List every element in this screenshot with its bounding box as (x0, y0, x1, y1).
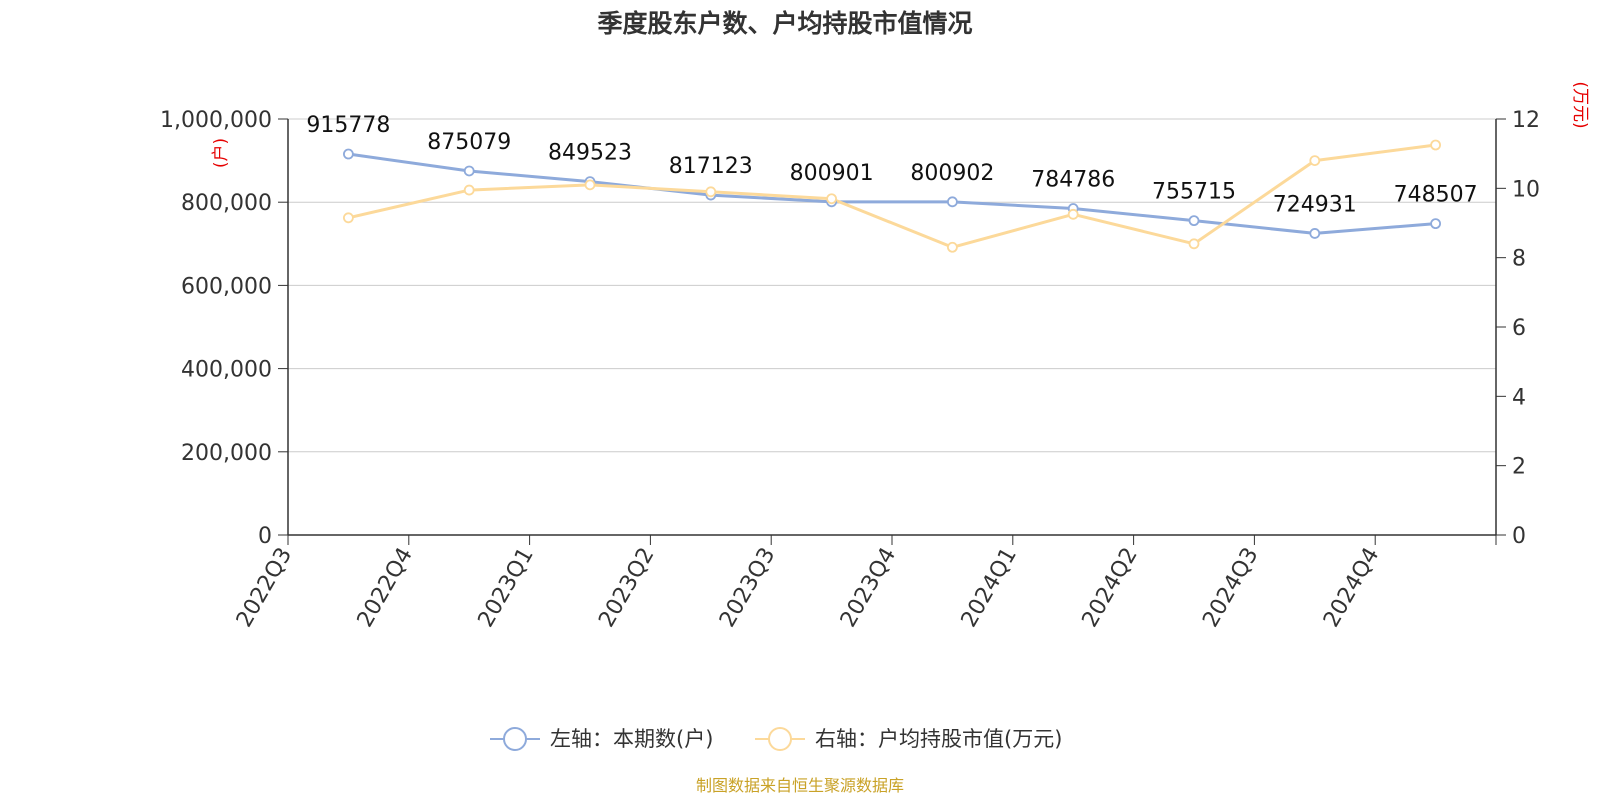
data-label: 755715 (1152, 180, 1236, 205)
right-axis-tick-label: 12 (1512, 108, 1540, 133)
series-point-left (342, 148, 354, 160)
data-label: 724931 (1273, 192, 1357, 217)
legend-label-left-series: 左轴：本期数(户) (550, 727, 713, 751)
left-axis-tick-label: 1,000,000 (160, 108, 272, 133)
right-axis-tick-label: 0 (1512, 524, 1526, 549)
left-axis-unit-label: (户) (211, 138, 231, 168)
left-axis-tick-label: 600,000 (181, 274, 272, 299)
legend-item-right-series[interactable]: 右轴：户均持股市值(万元) (755, 727, 1062, 751)
right-axis-tick-label: 4 (1512, 385, 1526, 410)
data-label: 748507 (1394, 183, 1478, 208)
series-point-right (463, 184, 475, 196)
data-label: 800902 (910, 161, 994, 186)
legend-item-left-series[interactable]: 左轴：本期数(户) (490, 727, 713, 751)
series-line-right (348, 143, 1436, 249)
right-axis-unit-label: (万元) (1570, 81, 1590, 128)
legend: 左轴：本期数(户) 右轴：户均持股市值(万元) (490, 727, 1062, 751)
x-axis-tick-label: 2023Q2 (594, 544, 659, 632)
grid (288, 118, 1496, 453)
left-axis-tick-label: 200,000 (181, 441, 272, 466)
data-label: 849523 (548, 141, 632, 166)
x-axis-tick-label: 2024Q3 (1198, 544, 1263, 632)
chart-title: 季度股东户数、户均持股市值情况 (597, 9, 972, 38)
series-point-right (947, 241, 958, 253)
series-point-right (1309, 155, 1321, 167)
series-point-right (342, 212, 354, 224)
x-axis-tick-label: 2022Q3 (232, 544, 297, 632)
series-point-left (463, 165, 475, 177)
series-point-right (1067, 208, 1079, 220)
x-axis-tick-label: 2023Q4 (836, 544, 901, 632)
x-axis-tick-label: 2023Q3 (715, 544, 780, 632)
series-point-left (1309, 228, 1321, 239)
data-labels: 915778 875079 849523 817123 800901 800902 7847… (306, 113, 1477, 217)
axes: 0200,000400,000600,000800,0001,000,00002… (160, 108, 1540, 632)
x-axis-tick-label: 2024Q2 (1077, 544, 1142, 632)
series (342, 139, 1441, 253)
series-point-right (705, 186, 717, 198)
series-line-left (348, 152, 1436, 235)
left-axis-tick-label: 800,000 (181, 191, 272, 216)
data-label: 875079 (427, 130, 511, 155)
data-label: 817123 (669, 154, 753, 179)
right-axis-tick-label: 6 (1512, 316, 1526, 341)
data-label: 784786 (1031, 168, 1115, 193)
series-point-right (1188, 238, 1200, 250)
x-axis-tick-label: 2024Q4 (1319, 544, 1384, 632)
x-axis-tick-label: 2024Q1 (957, 544, 1022, 632)
source-note: 制图数据来自恒生聚源数据库 (696, 776, 904, 795)
right-axis-tick-label: 2 (1512, 455, 1526, 480)
series-point-left (1188, 215, 1200, 227)
data-label: 915778 (306, 113, 390, 138)
legend-marker-left-series (503, 727, 527, 751)
legend-label-right-series: 右轴：户均持股市值(万元) (815, 727, 1062, 751)
left-axis-tick-label: 400,000 (181, 358, 272, 383)
series-point-right (584, 179, 596, 191)
x-axis-tick-label: 2022Q4 (353, 544, 418, 632)
legend-marker-right-series (768, 727, 792, 751)
right-axis-tick-label: 8 (1512, 247, 1526, 272)
series-point-left (1430, 218, 1441, 230)
series-point-right (826, 193, 837, 205)
left-axis-tick-label: 0 (258, 524, 272, 549)
data-label: 800901 (790, 161, 874, 186)
right-axis-tick-label: 10 (1512, 177, 1540, 202)
series-point-right (1430, 139, 1441, 151)
x-axis-tick-label: 2023Q1 (473, 544, 538, 632)
series-point-left (947, 196, 958, 208)
